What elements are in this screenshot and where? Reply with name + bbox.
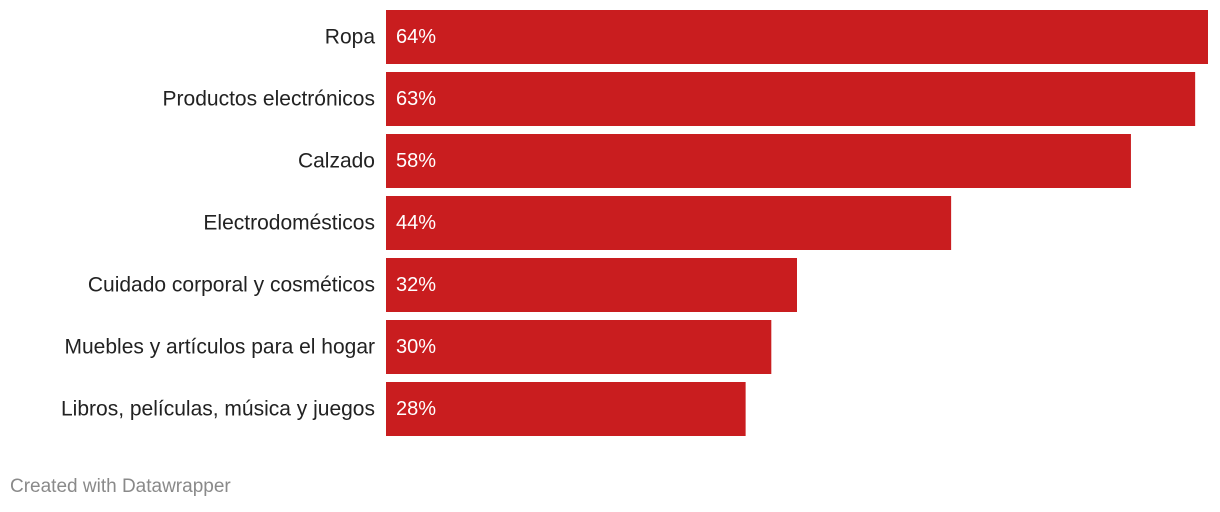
value-label: 63% (396, 88, 436, 110)
value-label: 58% (396, 150, 436, 172)
bar (386, 382, 746, 436)
value-label: 28% (396, 398, 436, 420)
category-label: Calzado (298, 150, 375, 173)
value-label: 32% (396, 274, 436, 296)
datawrapper-credit: Created with Datawrapper (10, 476, 231, 497)
category-label: Electrodomésticos (203, 212, 375, 235)
bar (386, 72, 1196, 126)
value-label: 64% (396, 26, 436, 48)
value-label: 44% (396, 212, 436, 234)
category-label: Libros, películas, música y juegos (61, 398, 375, 421)
value-label: 30% (396, 336, 436, 358)
category-label: Ropa (325, 26, 376, 49)
bar-chart: Ropa 64% Productos electrónicos 63% Calzado 5… (61, 10, 1208, 436)
category-label: Cuidado corporal y cosméticos (88, 274, 375, 297)
category-label: Muebles y artículos para el hogar (65, 336, 376, 359)
bar (386, 196, 952, 250)
bar (386, 134, 1131, 188)
bar-chart-svg: Ropa 64% Productos electrónicos 63% Calzado 5… (61, 10, 1208, 436)
bar (386, 258, 797, 312)
category-label: Productos electrónicos (163, 88, 375, 111)
bar (386, 10, 1208, 64)
bar (386, 320, 772, 374)
